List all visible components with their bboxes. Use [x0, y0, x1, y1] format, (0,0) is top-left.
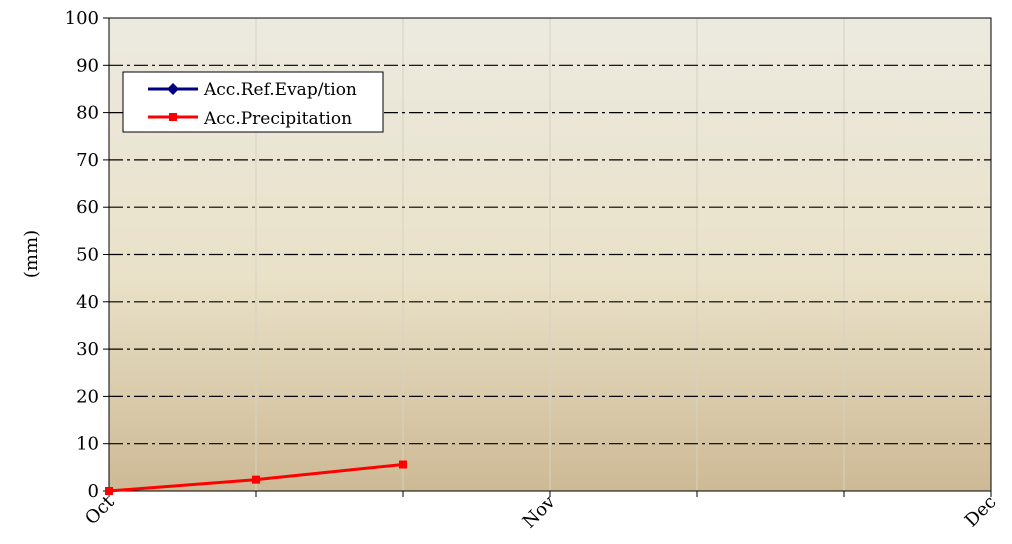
legend-marker-precip: [169, 113, 177, 121]
data-point: [399, 460, 407, 469]
y-tick-label: 100: [65, 8, 99, 29]
data-point: [252, 475, 260, 484]
legend-box: [122, 71, 384, 133]
x-tick-label: Dec: [961, 492, 1001, 532]
y-tick-label: 0: [88, 481, 99, 502]
x-tick-label: Nov: [519, 491, 560, 532]
y-tick-label: 80: [76, 103, 99, 124]
grid-layer: [109, 18, 991, 491]
data-point: [105, 487, 113, 495]
y-tick-label: 50: [76, 245, 99, 266]
y-tick-label: 10: [76, 434, 99, 455]
series-layer: [105, 460, 407, 495]
y-tick-label: 30: [76, 339, 99, 360]
y-tick-label: 20: [76, 386, 99, 407]
y-tick-label: 40: [76, 292, 99, 313]
legend-label-precip: Acc.Precipitation: [203, 109, 352, 129]
y-tick-label: 70: [76, 150, 99, 171]
legend-label-evap: Acc.Ref.Evap/tion: [203, 80, 357, 100]
y-tick-label: 90: [76, 55, 99, 76]
legend: Acc.Ref.Evap/tion Acc.Precipitation: [122, 71, 384, 133]
y-tick-label: 60: [76, 197, 99, 218]
legend-marker-evap: [167, 83, 179, 95]
y-axis-title: (mm): [21, 230, 42, 278]
